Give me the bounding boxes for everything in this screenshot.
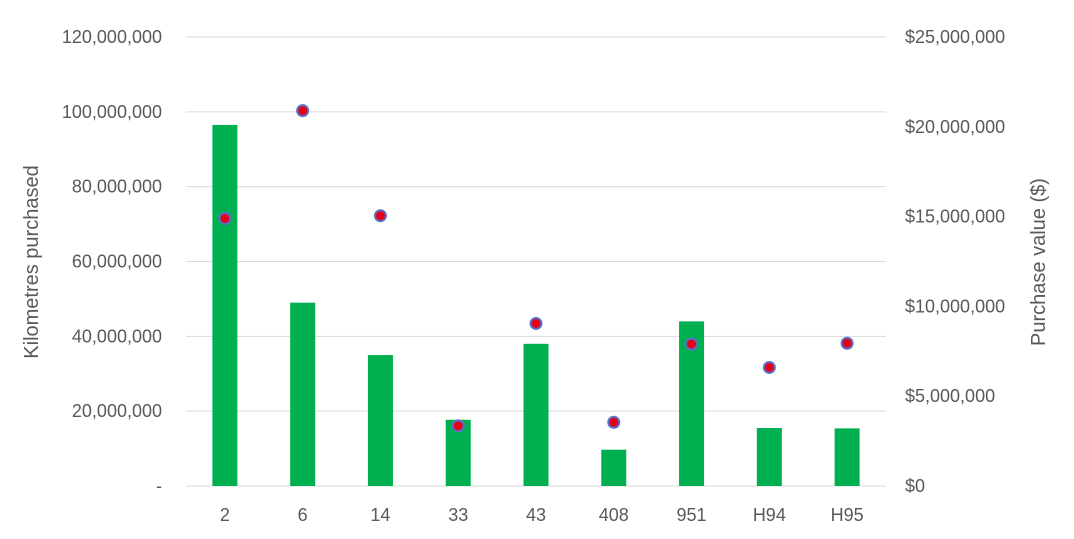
right-axis-ticks: $0 $5,000,000 $10,000,000 $15,000,000 $20,00…: [905, 27, 1005, 496]
y2-axis-title: Purchase value ($): [1028, 178, 1050, 346]
x-tick-label: 408: [599, 505, 629, 525]
bar-series: [212, 124, 860, 486]
y-axis-title: Kilometres purchased: [21, 165, 43, 358]
bar: [834, 428, 860, 486]
left-tick-label: 80,000,000: [72, 177, 162, 197]
left-tick-label: 20,000,000: [72, 401, 162, 421]
right-tick-label: $10,000,000: [905, 296, 1005, 316]
x-tick-label: 2: [220, 505, 230, 525]
x-tick-label: 14: [370, 505, 390, 525]
data-point: [296, 104, 310, 118]
bar: [367, 355, 393, 486]
x-tick-label: H94: [753, 505, 786, 525]
x-tick-label: 951: [677, 505, 707, 525]
left-tick-label: 40,000,000: [72, 326, 162, 346]
data-point: [840, 336, 854, 350]
data-point: [607, 415, 621, 429]
bar: [601, 449, 627, 486]
bar: [212, 124, 238, 486]
right-tick-label: $0: [905, 476, 925, 496]
data-point: [685, 337, 699, 351]
point-series: [218, 104, 854, 433]
x-tick-label: H95: [831, 505, 864, 525]
left-tick-label: 60,000,000: [72, 252, 162, 272]
data-point: [529, 316, 543, 330]
x-tick-label: 6: [298, 505, 308, 525]
right-tick-label: $25,000,000: [905, 27, 1005, 47]
left-tick-label: -: [156, 476, 162, 496]
bar: [290, 302, 316, 486]
left-tick-label: 120,000,000: [62, 27, 162, 47]
x-tick-label: 33: [448, 505, 468, 525]
data-point: [373, 209, 387, 223]
x-tick-label: 43: [526, 505, 546, 525]
left-axis-ticks: - 20,000,000 40,000,000 60,000,000 80,000,00…: [62, 27, 162, 496]
right-tick-label: $5,000,000: [905, 386, 995, 406]
right-tick-label: $15,000,000: [905, 207, 1005, 227]
data-point: [762, 360, 776, 374]
left-tick-label: 100,000,000: [62, 102, 162, 122]
x-axis-ticks: 2 6 14 33 43 408 951 H94 H95: [220, 505, 864, 525]
right-tick-label: $20,000,000: [905, 117, 1005, 137]
data-point: [451, 419, 465, 433]
bar: [523, 343, 549, 486]
bar: [756, 428, 782, 486]
data-point: [218, 211, 232, 225]
